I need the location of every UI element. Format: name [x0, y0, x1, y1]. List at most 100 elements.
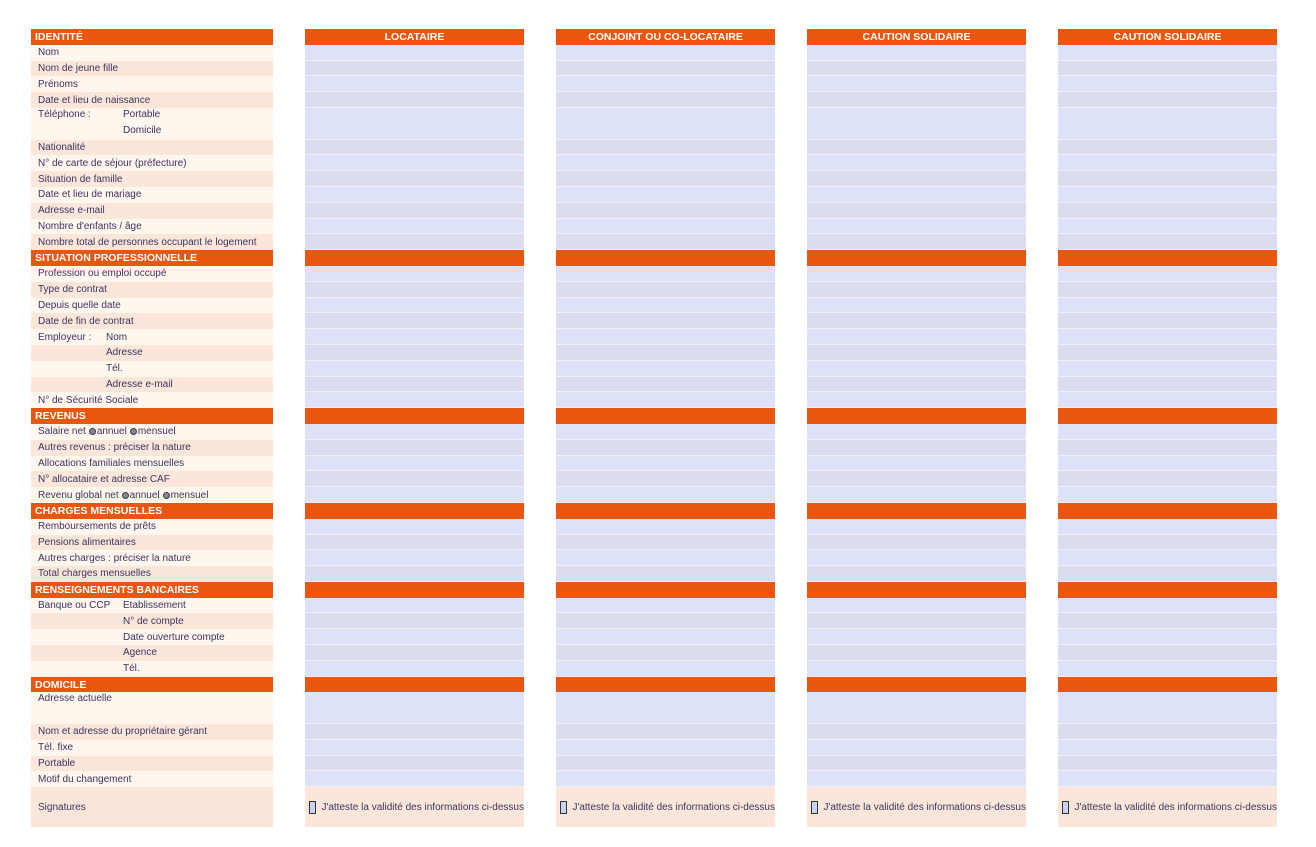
input-field[interactable]: [1058, 629, 1277, 646]
input-field[interactable]: [556, 439, 775, 456]
input-field[interactable]: [807, 360, 1026, 377]
input-field[interactable]: [556, 660, 775, 677]
input-field[interactable]: [807, 297, 1026, 314]
input-field[interactable]: [305, 487, 524, 503]
input-field[interactable]: [807, 44, 1026, 61]
input-field[interactable]: [807, 392, 1026, 409]
input-field[interactable]: [1058, 139, 1277, 156]
input-field[interactable]: [556, 771, 775, 788]
input-field[interactable]: [1058, 297, 1277, 314]
input-field[interactable]: [556, 455, 775, 472]
input-field[interactable]: [1058, 107, 1277, 140]
input-field[interactable]: [556, 360, 775, 377]
input-field[interactable]: [807, 139, 1026, 156]
input-field[interactable]: [305, 44, 524, 61]
input-field[interactable]: [1058, 534, 1277, 551]
input-field[interactable]: [556, 534, 775, 551]
input-field[interactable]: [556, 202, 775, 219]
radio-mensuel[interactable]: [129, 428, 137, 436]
input-field[interactable]: [1058, 360, 1277, 377]
input-field[interactable]: [1058, 265, 1277, 282]
input-field[interactable]: [305, 313, 524, 330]
input-field[interactable]: [556, 597, 775, 614]
radio-annuel[interactable]: [121, 491, 129, 499]
input-field[interactable]: [807, 518, 1026, 535]
input-field[interactable]: [305, 171, 524, 187]
input-field[interactable]: [305, 471, 524, 488]
input-field[interactable]: [807, 439, 1026, 456]
input-field[interactable]: [807, 60, 1026, 77]
input-field[interactable]: [556, 692, 775, 725]
input-field[interactable]: [1058, 171, 1277, 187]
input-field[interactable]: [1058, 186, 1277, 203]
input-field[interactable]: [1058, 218, 1277, 235]
input-field[interactable]: [305, 360, 524, 377]
input-field[interactable]: [305, 107, 524, 140]
input-field[interactable]: [807, 107, 1026, 140]
input-field[interactable]: [1058, 423, 1277, 440]
input-field[interactable]: [1058, 313, 1277, 330]
input-field[interactable]: [305, 771, 524, 788]
attest-checkbox[interactable]: [560, 800, 568, 814]
input-field[interactable]: [1058, 550, 1277, 567]
input-field[interactable]: [305, 60, 524, 77]
input-field[interactable]: [1058, 613, 1277, 630]
input-field[interactable]: [556, 566, 775, 582]
input-field[interactable]: [556, 234, 775, 251]
input-field[interactable]: [807, 692, 1026, 725]
input-field[interactable]: [556, 518, 775, 535]
input-field[interactable]: [305, 297, 524, 314]
input-field[interactable]: [556, 329, 775, 345]
input-field[interactable]: [305, 329, 524, 345]
input-field[interactable]: [305, 92, 524, 108]
input-field[interactable]: [305, 645, 524, 661]
input-field[interactable]: [1058, 202, 1277, 219]
input-field[interactable]: [556, 550, 775, 567]
input-field[interactable]: [305, 218, 524, 235]
radio-mensuel[interactable]: [162, 491, 170, 499]
input-field[interactable]: [556, 155, 775, 172]
input-field[interactable]: [305, 186, 524, 203]
input-field[interactable]: [807, 202, 1026, 219]
input-field[interactable]: [1058, 487, 1277, 503]
input-field[interactable]: [556, 392, 775, 409]
attest-checkbox[interactable]: [309, 800, 317, 814]
input-field[interactable]: [807, 645, 1026, 661]
input-field[interactable]: [807, 771, 1026, 788]
input-field[interactable]: [305, 139, 524, 156]
input-field[interactable]: [1058, 92, 1277, 108]
input-field[interactable]: [556, 265, 775, 282]
input-field[interactable]: [807, 423, 1026, 440]
input-field[interactable]: [1058, 692, 1277, 725]
input-field[interactable]: [556, 313, 775, 330]
input-field[interactable]: [1058, 439, 1277, 456]
input-field[interactable]: [556, 92, 775, 108]
input-field[interactable]: [1058, 471, 1277, 488]
input-field[interactable]: [1058, 329, 1277, 345]
input-field[interactable]: [305, 344, 524, 361]
input-field[interactable]: [556, 281, 775, 298]
input-field[interactable]: [556, 471, 775, 488]
input-field[interactable]: [305, 155, 524, 172]
input-field[interactable]: [305, 455, 524, 472]
input-field[interactable]: [556, 60, 775, 77]
input-field[interactable]: [807, 155, 1026, 172]
input-field[interactable]: [807, 344, 1026, 361]
input-field[interactable]: [305, 234, 524, 251]
input-field[interactable]: [1058, 724, 1277, 740]
input-field[interactable]: [305, 534, 524, 551]
input-field[interactable]: [305, 392, 524, 409]
input-field[interactable]: [556, 218, 775, 235]
input-field[interactable]: [1058, 455, 1277, 472]
input-field[interactable]: [556, 297, 775, 314]
input-field[interactable]: [305, 566, 524, 582]
input-field[interactable]: [807, 265, 1026, 282]
input-field[interactable]: [1058, 739, 1277, 756]
input-field[interactable]: [1058, 155, 1277, 172]
input-field[interactable]: [1058, 234, 1277, 251]
input-field[interactable]: [1058, 645, 1277, 661]
input-field[interactable]: [807, 313, 1026, 330]
input-field[interactable]: [305, 281, 524, 298]
input-field[interactable]: [807, 724, 1026, 740]
input-field[interactable]: [556, 423, 775, 440]
